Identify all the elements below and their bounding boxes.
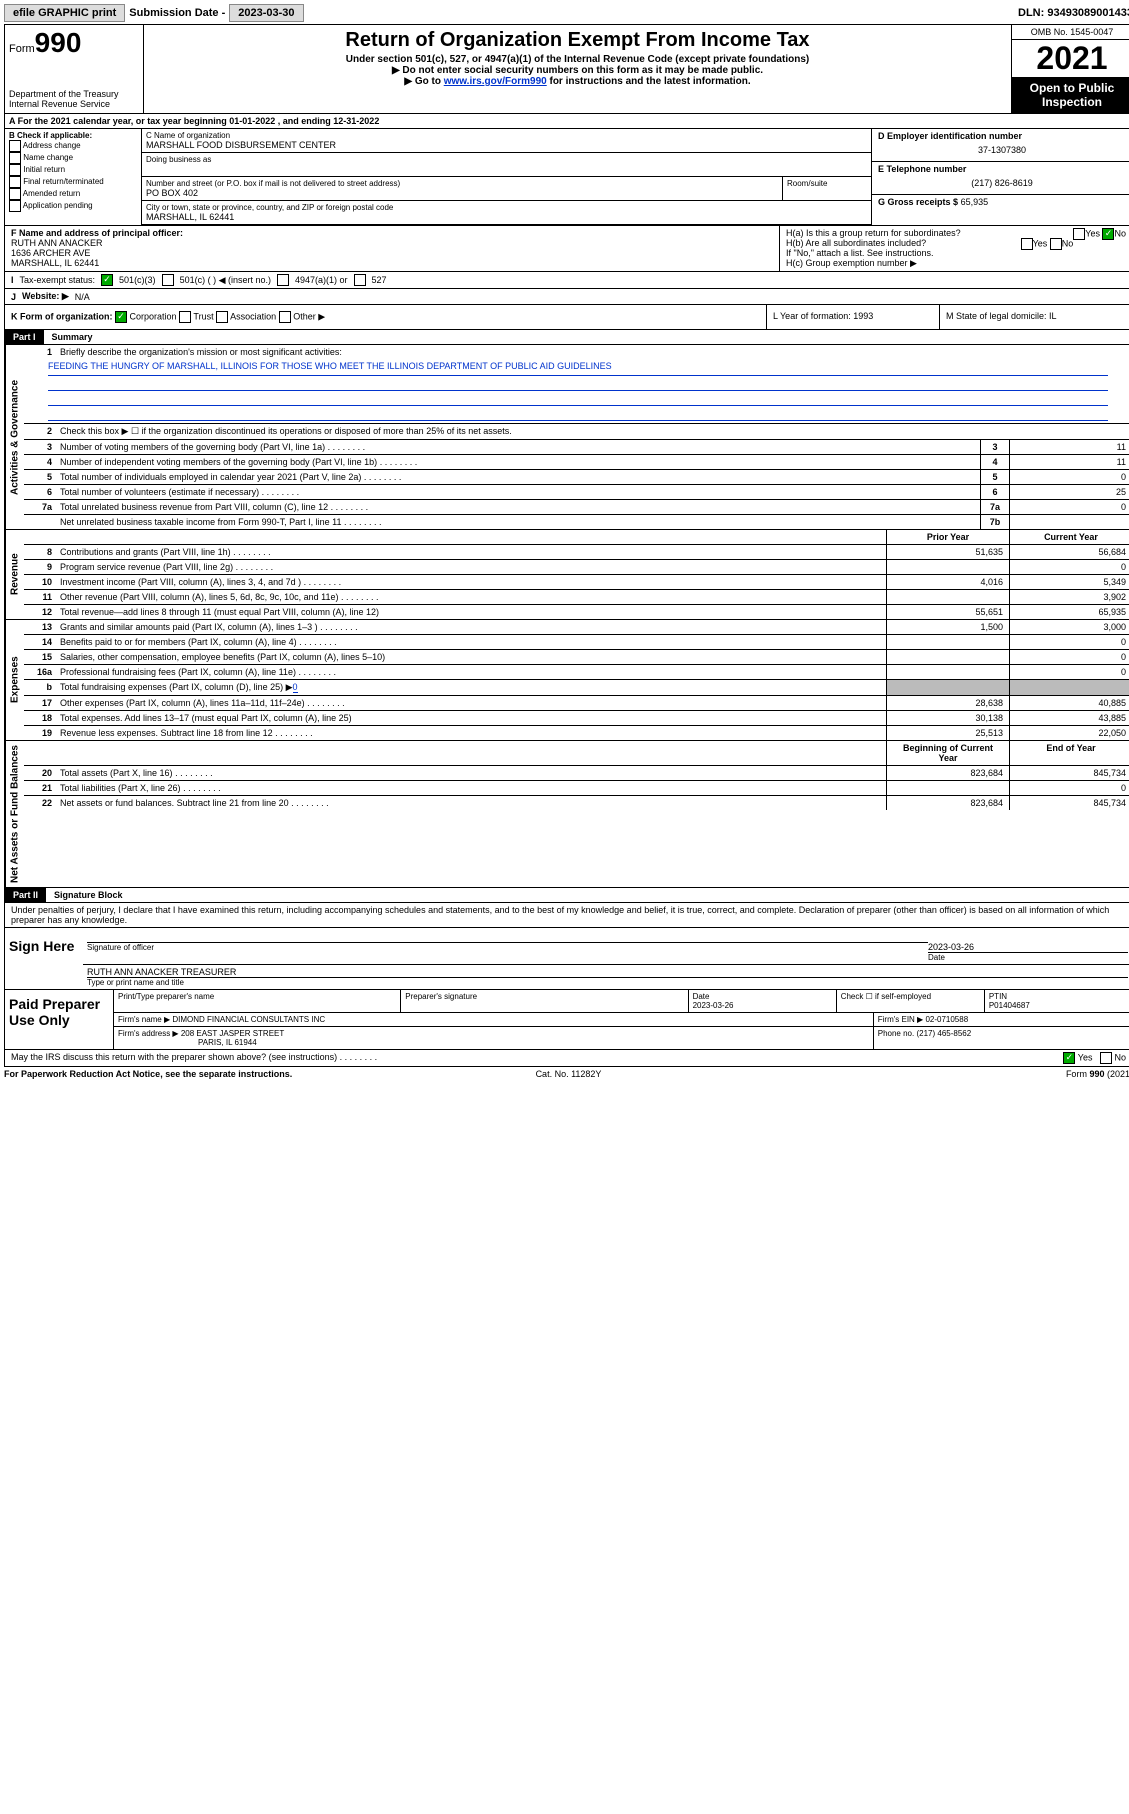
form-title: Return of Organization Exempt From Incom… [148, 29, 1007, 52]
header-left: Form990 Department of the Treasury Inter… [5, 25, 144, 113]
efile-button[interactable]: efile GRAPHIC print [4, 4, 125, 22]
col-b: B Check if applicable: Address change Na… [5, 129, 142, 225]
top-bar: efile GRAPHIC print Submission Date - 20… [4, 4, 1129, 22]
row-j: J Website: ▶ N/A [4, 289, 1129, 305]
row-a: A For the 2021 calendar year, or tax yea… [4, 114, 1129, 129]
expenses-section: Expenses 13Grants and similar amounts pa… [4, 620, 1129, 741]
revenue-section: Revenue Prior YearCurrent Year 8Contribu… [4, 530, 1129, 620]
discuss-row: May the IRS discuss this return with the… [4, 1050, 1129, 1067]
box-f: F Name and address of principal officer:… [5, 226, 780, 271]
box-h: H(a) Is this a group return for subordin… [780, 226, 1129, 271]
activities-governance: Activities & Governance 1Briefly describ… [4, 345, 1129, 530]
row-k: K Form of organization: ✓ Corporation Tr… [4, 305, 1129, 330]
col-c: C Name of organizationMARSHALL FOOD DISB… [142, 129, 871, 225]
box-fh: F Name and address of principal officer:… [4, 226, 1129, 272]
col-d: D Employer identification number37-13073… [871, 129, 1129, 225]
header-mid: Return of Organization Exempt From Incom… [144, 25, 1011, 113]
signature-block: Under penalties of perjury, I declare th… [4, 903, 1129, 1050]
page-footer: For Paperwork Reduction Act Notice, see … [4, 1067, 1129, 1081]
section-bd: B Check if applicable: Address change Na… [4, 129, 1129, 226]
net-assets-section: Net Assets or Fund Balances Beginning of… [4, 741, 1129, 888]
paid-preparer: Paid Preparer Use Only Print/Type prepar… [5, 989, 1129, 1049]
part1-header: Part ISummary [4, 330, 1129, 345]
irs-link[interactable]: www.irs.gov/Form990 [444, 76, 547, 87]
part2-header: Part IISignature Block [4, 888, 1129, 903]
header-right: OMB No. 1545-0047 2021 Open to Public In… [1011, 25, 1129, 113]
submission-date: 2023-03-30 [229, 4, 303, 22]
dln: DLN: 93493089001433 [1018, 7, 1129, 19]
form-header: Form990 Department of the Treasury Inter… [4, 24, 1129, 114]
row-i: I Tax-exempt status: ✓ 501(c)(3) 501(c) … [4, 272, 1129, 289]
submission-label: Submission Date - [129, 7, 225, 19]
